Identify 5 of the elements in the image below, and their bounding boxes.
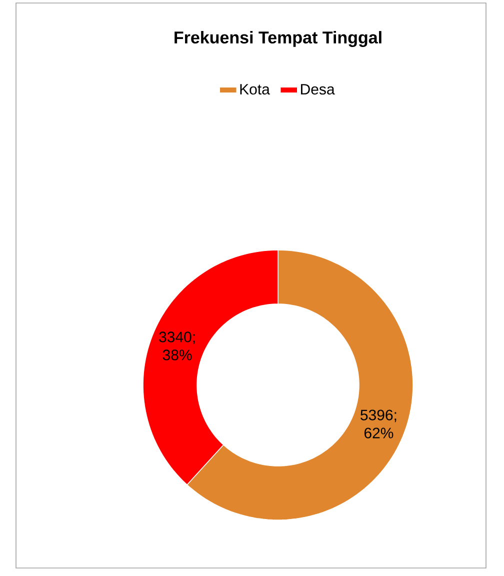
data-label: 3340; 38%: [159, 332, 195, 360]
chart-title: Frekuensi Tempat Tinggal: [174, 31, 382, 47]
legend-label: Kota: [240, 84, 270, 95]
legend-label: Desa: [301, 84, 335, 95]
data-label: 5396; 62%: [360, 410, 396, 438]
